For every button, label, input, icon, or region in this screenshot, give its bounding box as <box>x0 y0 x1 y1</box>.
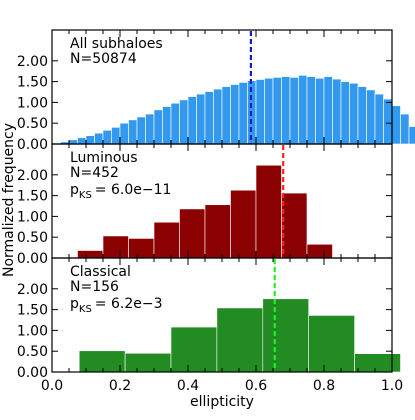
classical-bar-2 <box>170 326 218 373</box>
all-subhaloes-count: N=50874 <box>70 51 137 67</box>
all-subhaloes-bar-12 <box>162 106 172 145</box>
luminous-bar-2 <box>128 238 155 259</box>
all-subhaloes-bar-26 <box>281 76 291 145</box>
classical-ytick-label-3: 1.50 <box>17 303 48 319</box>
luminous-ytick-label-2: 1.00 <box>17 209 48 225</box>
all-subhaloes-bar-28 <box>298 75 308 145</box>
classical-count: N=156 <box>70 279 119 295</box>
all-subhaloes-bar-38 <box>383 98 393 145</box>
luminous-bar-6 <box>230 189 257 259</box>
all-subhaloes-bar-4 <box>94 132 104 145</box>
all-subhaloes-bar-30 <box>315 77 325 145</box>
all-subhaloes-ytick-label-2: 1.00 <box>17 95 48 111</box>
classical-pks-value: = 6.2e−3 <box>95 296 163 312</box>
xtick-label-1: 0.2 <box>109 378 131 394</box>
luminous-bar-5 <box>204 204 231 259</box>
classical-bar-6 <box>354 353 401 373</box>
all-subhaloes-bar-10 <box>145 113 155 145</box>
classical-bar-3 <box>216 307 264 373</box>
all-subhaloes-bar-27 <box>289 77 299 145</box>
luminous-bar-8 <box>281 192 308 259</box>
all-subhaloes-bar-8 <box>128 119 138 145</box>
all-subhaloes-bar-1 <box>68 139 78 145</box>
all-subhaloes-bar-13 <box>170 102 180 145</box>
luminous-label: Luminous <box>70 150 138 166</box>
classical-ytick-label-4: 2.00 <box>17 282 48 298</box>
classical-bar-1 <box>124 352 172 373</box>
classical-ytick-label-0: 0.00 <box>17 365 48 381</box>
xtick-label-4: 0.8 <box>313 378 335 394</box>
all-subhaloes-bar-31 <box>323 76 333 145</box>
all-subhaloes-bar-25 <box>272 77 282 145</box>
luminous-ytick-label-0: 0.00 <box>17 251 48 267</box>
all-subhaloes-bar-34 <box>349 82 359 145</box>
all-subhaloes-bar-6 <box>111 127 121 145</box>
xtick-label-5: 1.0 <box>381 378 403 394</box>
all-subhaloes-ytick-label-1: 0.50 <box>17 116 48 132</box>
all-subhaloes-bar-41 <box>408 126 415 145</box>
all-subhaloes-bar-36 <box>366 89 376 145</box>
all-subhaloes-label: All subhaloes <box>70 36 163 52</box>
classical-ytick-label-1: 0.50 <box>17 344 48 360</box>
all-subhaloes-bar-35 <box>357 86 367 145</box>
all-subhaloes-bar-32 <box>332 78 342 145</box>
classical-bar-5 <box>308 315 355 373</box>
luminous-ytick-label-4: 2.00 <box>17 168 48 184</box>
luminous-pks-sub: KS <box>79 190 92 201</box>
luminous-pks-value: = 6.0e−11 <box>95 182 172 198</box>
all-subhaloes-ytick-label-3: 1.50 <box>17 75 48 91</box>
luminous-bar-4 <box>179 208 206 259</box>
all-subhaloes-bar-18 <box>213 88 223 145</box>
all-subhaloes-bar-5 <box>102 129 112 145</box>
all-subhaloes-bar-29 <box>306 76 316 145</box>
luminous-bar-0 <box>77 250 104 259</box>
luminous-ytick-label-1: 0.50 <box>17 230 48 246</box>
all-subhaloes-bar-3 <box>85 135 95 145</box>
all-subhaloes-bar-19 <box>221 86 231 145</box>
all-subhaloes-bar-17 <box>204 91 214 145</box>
xtick-label-2: 0.4 <box>177 378 199 394</box>
luminous-count: N=452 <box>70 165 119 181</box>
luminous-pks-p: p <box>70 182 79 198</box>
all-subhaloes-bar-9 <box>136 116 146 145</box>
all-subhaloes-bar-20 <box>230 84 240 145</box>
classical-label: Classical <box>70 264 131 280</box>
all-subhaloes-bar-39 <box>391 105 401 145</box>
luminous-pks: pKS = 6.0e−11 <box>70 182 171 201</box>
luminous-ytick-label-3: 1.50 <box>17 189 48 205</box>
luminous-bar-9 <box>306 243 333 259</box>
all-subhaloes-bar-2 <box>77 137 87 145</box>
all-subhaloes-bar-16 <box>196 93 206 145</box>
all-subhaloes-bar-14 <box>179 99 189 145</box>
all-subhaloes-bar-24 <box>264 77 274 145</box>
all-subhaloes-bar-11 <box>153 109 163 145</box>
classical-pks-sub: KS <box>79 304 92 315</box>
all-subhaloes-ytick-label-4: 2.00 <box>17 54 48 70</box>
xtick-label-0: 0.0 <box>41 378 63 394</box>
all-subhaloes-bar-23 <box>255 79 265 145</box>
luminous-bar-1 <box>102 235 129 259</box>
x-axis-label: ellipticity <box>190 394 254 410</box>
xtick-label-3: 0.6 <box>245 378 267 394</box>
all-subhaloes-bar-15 <box>187 96 197 145</box>
all-subhaloes-bar-7 <box>119 122 129 145</box>
all-subhaloes-bar-37 <box>374 93 384 145</box>
y-axis-label: Normalized frequency <box>1 123 17 277</box>
classical-pks-p: p <box>70 296 79 312</box>
luminous-bar-3 <box>153 221 180 259</box>
classical-pks: pKS = 6.2e−3 <box>70 296 163 315</box>
classical-ytick-label-2: 1.00 <box>17 323 48 339</box>
classical-bar-4 <box>262 298 309 373</box>
all-subhaloes-bar-40 <box>400 113 410 145</box>
luminous-bar-7 <box>255 164 282 259</box>
all-subhaloes-bar-21 <box>238 82 248 145</box>
all-subhaloes-ytick-label-0: 0.00 <box>17 137 48 153</box>
all-subhaloes-bar-33 <box>340 81 350 145</box>
